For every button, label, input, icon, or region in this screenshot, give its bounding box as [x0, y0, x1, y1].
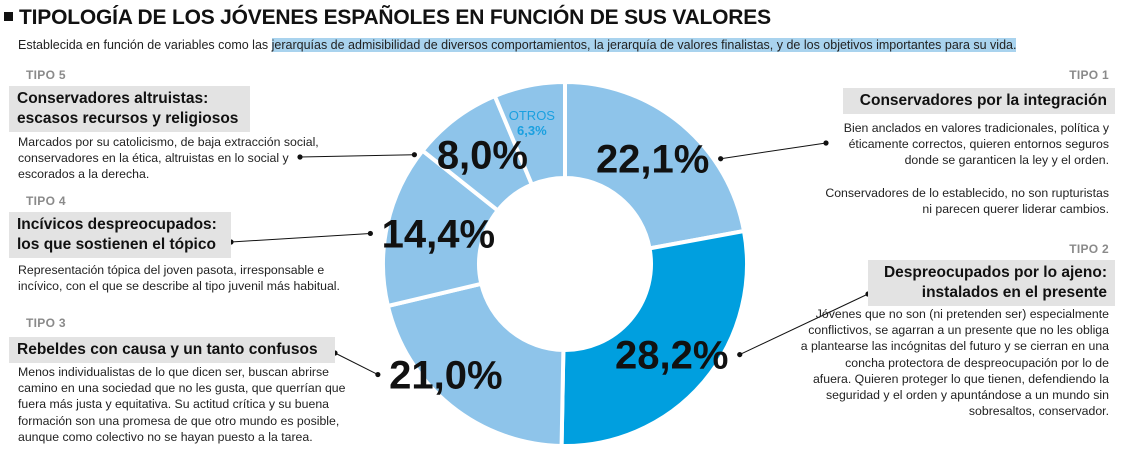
otros-value-label: 6,3% — [517, 123, 547, 138]
leader-dot-tipo3 — [375, 371, 381, 378]
percent-label-tipo3: 21,0% — [389, 354, 502, 398]
tipo1-label: TIPO 1 — [1069, 68, 1109, 82]
leader-line-tipo3 — [334, 352, 379, 375]
tipo5-desc-line: conservadores en la ética, altruistas en… — [18, 151, 289, 166]
tipo1-desc-line: Conservadores de lo establecido, no son … — [825, 185, 1109, 200]
tipo4-desc-line: Representación tópica del joven pasota, … — [18, 263, 325, 277]
leader-dot-tipo4 — [367, 230, 373, 237]
donut-slice-tipo1 — [563, 79, 747, 251]
tipo3-desc-line: aunque como colectivo no se hayan puesto… — [18, 429, 313, 444]
page-title: TIPOLOGÍA DE LOS JÓVENES ESPAÑOLES EN FU… — [4, 6, 771, 30]
tipo2-desc-line: afuera. Quieren proteger lo que tienen, … — [812, 371, 1109, 386]
tipo4-description: Representación tópica del joven pasota, … — [18, 262, 340, 294]
leader-dot-tipo1 — [718, 156, 724, 162]
tipo1-desc-line: éticamente correctos, quieren entornos s… — [848, 137, 1109, 152]
tipo1-description: Bien anclados en valores tradicionales, … — [825, 120, 1109, 217]
tipo4-name-line: Incívicos despreocupados: — [17, 216, 217, 233]
tipo3-name-box: Rebeldes con causa y un tanto confusos — [9, 337, 335, 363]
tipo2-name-line: instalados en el presente — [921, 284, 1107, 301]
tipo1-desc-line: ni parecen querer liderar cambios. — [922, 201, 1109, 216]
tipo5-name-box: Conservadores altruistas: escasos recurs… — [9, 86, 250, 132]
donut-slice-otros — [492, 79, 567, 188]
tipo3-desc-line: fuera más justa y equitativa. Su actitud… — [18, 397, 330, 412]
tipo5-name-line: escasos recursos y religiosos — [17, 110, 239, 127]
tipo2-name-line: Despreocupados por lo ajeno: — [883, 264, 1107, 281]
tipo5-name-line: Conservadores altruistas: — [17, 90, 209, 107]
tipo4-label: TIPO 4 — [26, 194, 66, 208]
tipo1-name-line: Conservadores por la integración — [859, 92, 1107, 109]
tipo3-name-line: Rebeldes con causa y un tanto confusos — [17, 341, 318, 358]
tipo1-desc-line — [825, 169, 1109, 185]
tipo4-desc-line: incívico, con el que se describe al tipo… — [18, 279, 340, 294]
title-square-icon — [4, 12, 13, 21]
tipo2-label: TIPO 2 — [1069, 242, 1109, 256]
donut-slice-tipo2 — [559, 228, 749, 448]
percent-label-tipo1: 22,1% — [596, 138, 709, 182]
leader-line-tipo4 — [230, 232, 371, 243]
tipo2-desc-line: concha protectora de despreocupación por… — [845, 355, 1109, 370]
subtitle-intro: Establecida en función de variables como… — [18, 38, 272, 52]
leader-dot-tipo1 — [823, 140, 829, 146]
tipo3-description: Menos individualistas de lo que dicen se… — [18, 364, 345, 445]
tipo2-desc-line: conflictivos, se agarran a un presente q… — [808, 323, 1109, 338]
tipo5-label: TIPO 5 — [26, 68, 66, 82]
leader-line-tipo2 — [739, 293, 869, 356]
tipo5-description: Marcados por su catolicismo, de baja ext… — [18, 134, 319, 183]
tipo3-desc-line: Menos individualistas de lo que dicen se… — [18, 365, 330, 379]
tipo3-label: TIPO 3 — [26, 316, 66, 330]
tipo4-name-box: Incívicos despreocupados: los que sostie… — [9, 212, 231, 258]
tipo3-desc-line: formación son una promesa de que otro mu… — [18, 413, 340, 428]
tipo2-description: Jóvenes que no son (ni pretenden ser) es… — [801, 306, 1109, 419]
tipo2-desc-line: sobresaltos, conservador. — [968, 404, 1109, 419]
leader-dot-tipo5 — [297, 154, 303, 160]
leader-dot-tipo2 — [737, 351, 743, 358]
percent-label-tipo4: 14,4% — [382, 212, 495, 256]
tipo1-desc-line: Bien anclados en valores tradicionales, … — [843, 121, 1109, 135]
tipo2-desc-line: Jóvenes que no son (ni pretenden ser) es… — [815, 307, 1109, 321]
tipo1-desc-line: donde se garanticen la ley y el orden. — [904, 153, 1109, 168]
leader-line-tipo5 — [299, 154, 415, 158]
leader-dot-tipo5 — [411, 152, 417, 158]
tipo5-desc-line: Marcados por su catolicismo, de baja ext… — [18, 135, 319, 149]
leader-line-tipo1 — [720, 142, 827, 160]
percent-label-tipo2: 28,2% — [615, 334, 728, 378]
tipo2-name-box: Despreocupados por lo ajeno: instalados … — [868, 260, 1115, 306]
tipo1-name-box: Conservadores por la integración — [843, 88, 1115, 114]
tipo4-name-line: los que sostienen el tópico — [17, 236, 216, 253]
subtitle-highlight: jerarquías de admisibilidad de diversos … — [271, 38, 1017, 52]
subtitle: Establecida en función de variables como… — [18, 38, 1017, 52]
tipo2-desc-line: a plantearse las incógnitas del futuro y… — [800, 339, 1109, 354]
tipo3-desc-line: camino en una sociedad que no les gusta,… — [18, 381, 346, 396]
tipo2-desc-line: seguridad y el orden y apuntándose a un … — [825, 388, 1109, 403]
otros-name-label: OTROS — [509, 108, 556, 123]
percent-label-tipo5: 8,0% — [437, 134, 528, 178]
donut-slice-tipo3 — [385, 281, 566, 449]
tipo5-desc-line: escorados a la derecha. — [18, 167, 150, 182]
